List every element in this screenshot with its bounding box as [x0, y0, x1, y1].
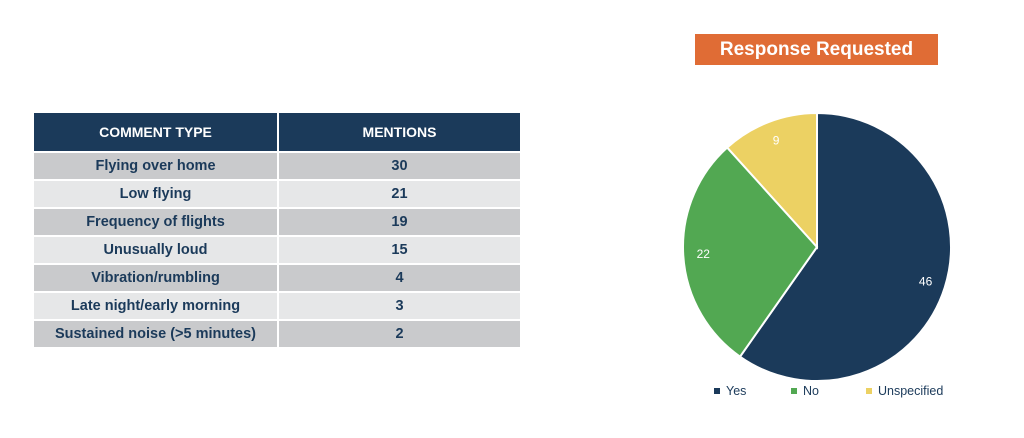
- mentions-cell: 3: [279, 291, 520, 319]
- legend-swatch-unspecified: [866, 387, 872, 394]
- comment-type-cell: Flying over home: [34, 151, 279, 179]
- legend-item-yes: Yes: [714, 384, 746, 398]
- legend-label-unspecified: Unspecified: [878, 384, 944, 398]
- table-header-row: COMMENT TYPE MENTIONS: [34, 113, 520, 151]
- pie-legend: Yes No Unspecified: [700, 384, 960, 402]
- legend-item-no: No: [791, 384, 819, 398]
- comment-type-table: COMMENT TYPE MENTIONS Flying over home 3…: [34, 113, 520, 347]
- legend-label-yes: Yes: [726, 384, 747, 398]
- comment-type-cell: Unusually loud: [34, 235, 279, 263]
- legend-swatch-yes: [714, 387, 720, 394]
- table-row: Sustained noise (>5 minutes) 2: [34, 319, 520, 347]
- pie-data-label-unspecified: 9: [773, 134, 780, 148]
- table-row: Frequency of flights 19: [34, 207, 520, 235]
- mentions-cell: 15: [279, 235, 520, 263]
- response-pie-chart: 46 22 9: [682, 111, 952, 382]
- comment-type-cell: Low flying: [34, 179, 279, 207]
- mentions-cell: 19: [279, 207, 520, 235]
- legend-swatch-no: [791, 387, 797, 394]
- comment-type-cell: Vibration/rumbling: [34, 263, 279, 291]
- mentions-cell: 30: [279, 151, 520, 179]
- mentions-cell: 2: [279, 319, 520, 347]
- pie-data-label-no: 22: [697, 247, 711, 261]
- header-mentions: MENTIONS: [279, 113, 520, 151]
- table-row: Vibration/rumbling 4: [34, 263, 520, 291]
- table-row: Low flying 21: [34, 179, 520, 207]
- pie-slice-yes: [738, 111, 952, 382]
- table-row: Unusually loud 15: [34, 235, 520, 263]
- pie-data-label-yes: 46: [919, 274, 933, 288]
- legend-label-no: No: [803, 384, 819, 398]
- comment-type-cell: Frequency of flights: [34, 207, 279, 235]
- pie-slice-no: [682, 146, 819, 359]
- comment-type-cell: Late night/early morning: [34, 291, 279, 319]
- mentions-cell: 21: [279, 179, 520, 207]
- table-row: Flying over home 30: [34, 151, 520, 179]
- legend-item-unspecified: Unspecified: [866, 384, 943, 398]
- pie-slice-unspecified: [725, 111, 818, 250]
- header-comment-type: COMMENT TYPE: [34, 113, 279, 151]
- table-row: Late night/early morning 3: [34, 291, 520, 319]
- mentions-cell: 4: [279, 263, 520, 291]
- comment-type-cell: Sustained noise (>5 minutes): [34, 319, 279, 347]
- pie-chart-title: Response Requested: [695, 34, 938, 65]
